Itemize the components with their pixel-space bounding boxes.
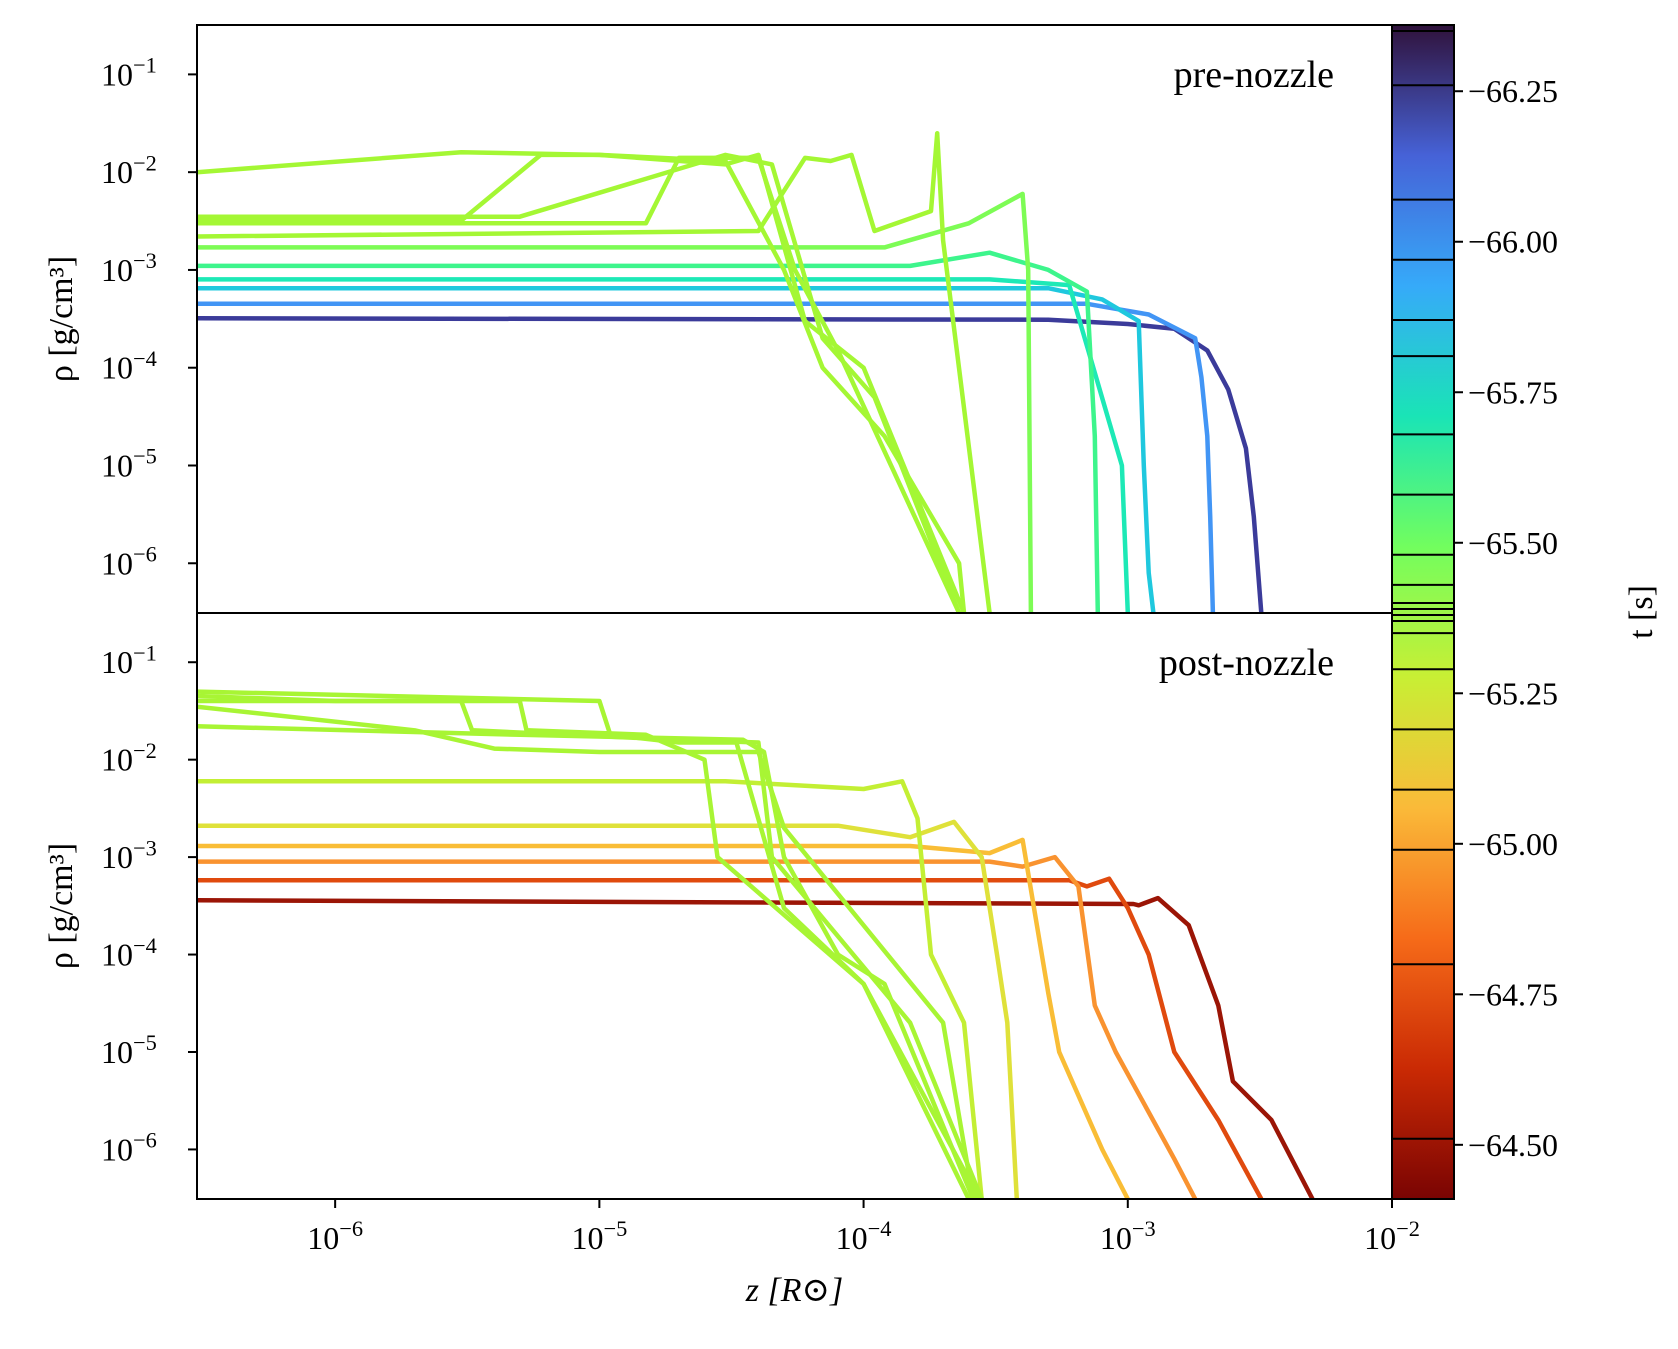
y-tick-label: 10−4 (101, 933, 157, 973)
density-line (197, 152, 967, 613)
y-tick-label: 10−2 (101, 738, 157, 778)
x-tick-label: 10−2 (1364, 1216, 1420, 1256)
x-axis-label: z [R⊙] (745, 1272, 843, 1309)
density-line (197, 131, 992, 613)
x-tick-label: 10−5 (571, 1216, 627, 1256)
y-tick-label: 10−2 (101, 150, 157, 190)
density-line (197, 285, 1156, 613)
y-tick-label: 10−3 (101, 248, 157, 288)
density-line (197, 191, 1034, 613)
colorbar (1392, 25, 1454, 1199)
density-line (197, 316, 1264, 613)
colorbar-tick-label: −64.50 (1468, 1127, 1558, 1163)
density-line (197, 854, 1198, 1199)
colorbar-tick-label: −65.25 (1468, 675, 1558, 711)
density-line (197, 698, 984, 1199)
x-tick-label: 10−4 (836, 1216, 892, 1256)
density-line (197, 895, 1315, 1199)
y-tick-label: 10−5 (101, 1030, 157, 1070)
y-tick-label: 10−4 (101, 346, 157, 386)
y-axis-label: ρ [g/cm³] (43, 843, 80, 969)
colorbar-tick-label: −65.50 (1468, 525, 1558, 561)
y-tick-label: 10−1 (101, 640, 157, 680)
density-line (197, 693, 971, 1199)
y-tick-label: 10−6 (101, 1128, 157, 1168)
density-line (197, 704, 976, 1199)
y-tick-label: 10−3 (101, 835, 157, 875)
plot-area (197, 131, 1264, 613)
colorbar-tick-label: −64.75 (1468, 976, 1558, 1012)
density-line (197, 724, 976, 1199)
x-tick-label: 10−3 (1100, 1216, 1156, 1256)
annotation: post-nozzle (1159, 642, 1334, 684)
y-tick-label: 10−6 (101, 541, 157, 581)
density-line (197, 152, 962, 613)
colorbar-label: t [s] (1623, 585, 1660, 639)
colorbar-tick-label: −65.00 (1468, 826, 1558, 862)
density-line (197, 277, 1131, 613)
density-line (197, 155, 962, 613)
density-line (197, 819, 1020, 1199)
y-tick-label: 10−1 (101, 53, 157, 93)
y-tick-label: 10−5 (101, 444, 157, 484)
x-tick-label: 10−6 (307, 1216, 363, 1256)
density-line (197, 250, 1101, 613)
density-line (197, 837, 1130, 1199)
density-line (197, 689, 980, 1199)
annotation: pre-nozzle (1174, 54, 1334, 96)
plot-area (197, 689, 1315, 1199)
y-axis-label: ρ [g/cm³] (43, 256, 80, 382)
colorbar-frame (1391, 24, 1455, 1200)
colorbar-tick-label: −66.00 (1468, 224, 1558, 260)
colorbar-tick-label: −66.25 (1468, 73, 1558, 109)
density-line (197, 301, 1216, 613)
colorbar-tick-label: −65.75 (1468, 374, 1558, 410)
